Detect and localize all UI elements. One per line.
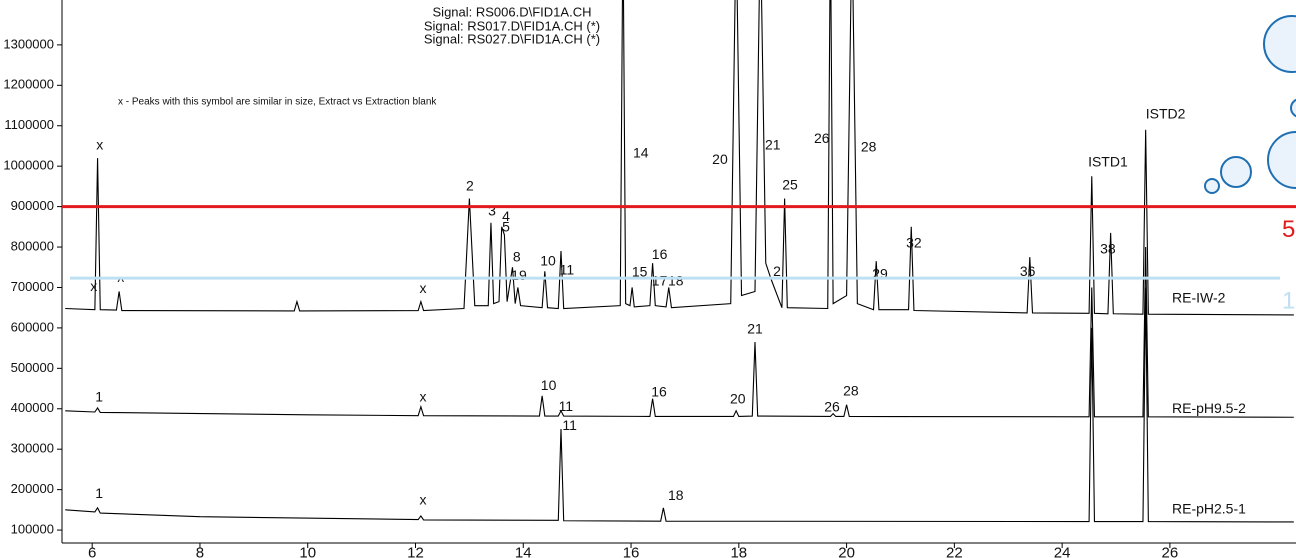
- trace-name: RE-IW-2: [1172, 290, 1226, 306]
- y-tick-label: 1100000: [4, 117, 54, 132]
- x-tick-label: 6: [88, 544, 96, 558]
- peak-label: x: [90, 278, 97, 294]
- peak-label: 16: [651, 384, 667, 400]
- peak-label: 11: [559, 398, 574, 414]
- y-tick-label: 300000: [11, 441, 54, 456]
- peak-label: 38: [1100, 241, 1116, 257]
- x-tick-label: 18: [730, 544, 747, 558]
- peak-label: ISTD1: [1088, 154, 1128, 170]
- x-tick-label: 12: [407, 544, 424, 558]
- peak-label: 5: [502, 219, 510, 235]
- y-tick-label: 500000: [11, 360, 54, 375]
- peak-label: 20: [712, 151, 728, 167]
- peak-label: 18: [668, 273, 684, 289]
- peak-label: 10: [541, 377, 557, 393]
- signal-header: Signal: RS027.D\FID1A.CH (*): [424, 31, 600, 46]
- peak-label: 25: [782, 177, 798, 193]
- reference-label: 5: [1282, 216, 1295, 243]
- bubble: [1221, 157, 1251, 187]
- peak-label: 17: [652, 273, 668, 289]
- y-tick-label: 900000: [11, 198, 54, 213]
- peak-label: 20: [730, 391, 746, 407]
- peak-label: 2: [466, 177, 474, 193]
- page: {"chart_data": { "type": "line", "signal…: [0, 0, 1296, 558]
- peak-label: 28: [843, 382, 859, 398]
- x-tick-label: 14: [515, 544, 532, 558]
- x-tick-label: 16: [623, 544, 640, 558]
- overlay: 100000 200000 300000 400000 500000 600000 7000…: [3, 0, 1296, 558]
- decorative-bubbles: [1205, 16, 1296, 193]
- y-tick-label: 100000: [11, 521, 54, 536]
- peak-label: ^: [117, 274, 124, 290]
- peak-label: 28: [861, 139, 877, 155]
- legend-note: x - Peaks with this symbol are similar i…: [118, 97, 437, 108]
- x-tick-label: 10: [299, 544, 316, 558]
- y-tick-label: 1300000: [3, 36, 54, 51]
- peak-label: ISTD2: [1146, 106, 1186, 122]
- y-tick-label: 1200000: [3, 77, 54, 92]
- x-tick-label: 22: [946, 544, 963, 558]
- bubble: [1205, 179, 1219, 193]
- y-tick-label: 600000: [11, 319, 54, 334]
- y-tick-label: 700000: [11, 279, 54, 294]
- peak-label: 21: [765, 137, 781, 153]
- x-tick-label: 8: [196, 544, 204, 558]
- peak-label: 8: [513, 249, 521, 265]
- x-tick-label: 26: [1162, 544, 1179, 558]
- trace-name: RE-pH9.5-2: [1172, 400, 1246, 416]
- peak-label: 36: [1020, 263, 1036, 279]
- peak-label: x: [420, 389, 427, 405]
- peak-label: 21: [747, 321, 763, 337]
- peak-label: x: [420, 280, 427, 296]
- y-tick-label: 200000: [11, 481, 54, 496]
- reference-label: 1: [1282, 288, 1295, 315]
- x-tick-label: 24: [1054, 544, 1071, 558]
- peak-label: 1: [95, 389, 103, 405]
- traces: [65, 0, 1294, 522]
- signal-header: Signal: RS006.D\FID1A.CH: [433, 4, 592, 19]
- y-tick-label: 400000: [11, 400, 54, 415]
- y-tick-label: 1000000: [3, 158, 54, 173]
- peak-label: 10: [540, 253, 556, 269]
- peak-label: 18: [668, 487, 684, 503]
- peak-label: 26: [824, 399, 840, 415]
- bubble: [1268, 132, 1296, 188]
- chart: 100000 200000 300000 400000 500000 600000 7000…: [0, 0, 1296, 558]
- bubble: [1264, 16, 1296, 72]
- peak-label: 3: [488, 203, 496, 219]
- trace-name: RE-pH2.5-1: [1172, 501, 1246, 517]
- x-tick-label: 20: [838, 544, 855, 558]
- peak-label: x: [420, 492, 427, 508]
- peak-label: 2: [773, 263, 781, 279]
- peak-label: 11: [562, 417, 577, 433]
- peak-label: 19: [511, 267, 527, 283]
- peak-label: 26: [814, 130, 830, 146]
- peak-label: x: [96, 137, 103, 153]
- peak-label: 1: [95, 485, 103, 501]
- bubble: [1291, 99, 1296, 117]
- y-tick-label: 800000: [11, 238, 54, 253]
- peak-label: 32: [906, 235, 922, 251]
- peak-label: 16: [652, 246, 668, 262]
- peak-label: 11: [560, 262, 575, 278]
- peak-label: 14: [633, 145, 649, 161]
